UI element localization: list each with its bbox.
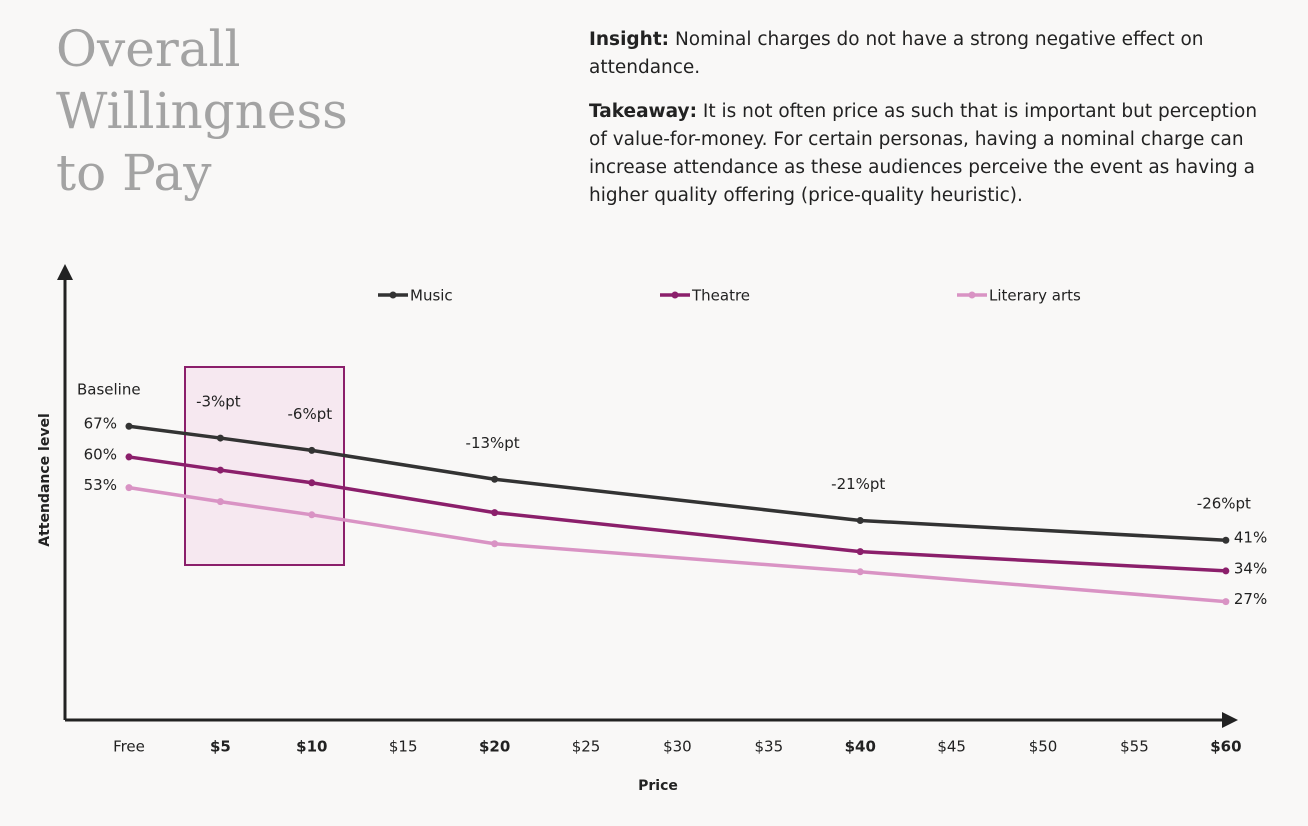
x-tick-label: $55 <box>1120 738 1149 756</box>
data-point <box>1222 598 1230 606</box>
data-point <box>308 479 316 487</box>
takeaway-label: Takeaway: <box>589 101 698 122</box>
insight-label: Insight: <box>589 29 670 50</box>
x-tick-label: $50 <box>1029 738 1058 756</box>
value-label: 53% <box>84 476 117 494</box>
legend-dot <box>671 291 679 299</box>
value-label: 60% <box>84 445 117 463</box>
series-line <box>128 455 1226 573</box>
data-point <box>216 498 224 506</box>
x-tick-label: $15 <box>389 738 418 756</box>
data-point <box>125 453 133 461</box>
x-tick-label: $45 <box>937 738 966 756</box>
data-point <box>1222 536 1230 544</box>
insight-text: Nominal charges do not have a strong neg… <box>589 29 1204 78</box>
x-tick-label: Free <box>113 738 145 756</box>
value-label: 34% <box>1234 559 1267 577</box>
data-point <box>1222 567 1230 575</box>
data-point <box>125 484 133 492</box>
data-point <box>308 446 316 454</box>
legend-label: Music <box>410 287 453 305</box>
x-tick-label: $35 <box>755 738 784 756</box>
x-tick-label: $20 <box>479 738 510 756</box>
data-point <box>856 548 864 556</box>
data-point <box>216 434 224 442</box>
data-point <box>125 422 133 430</box>
y-axis-arrow <box>57 264 73 280</box>
series-line <box>128 424 1226 542</box>
data-point <box>308 511 316 519</box>
data-point <box>491 509 499 517</box>
legend-label: Theatre <box>691 287 750 305</box>
value-label: 27% <box>1234 590 1267 608</box>
highlight-box <box>184 366 345 566</box>
takeaway-text: It is not often price as such that is im… <box>589 101 1258 206</box>
change-annotation: -3%pt <box>196 393 241 411</box>
y-axis-label: Attendance level <box>37 413 53 547</box>
x-tick-label: $10 <box>296 738 327 756</box>
value-label: 41% <box>1234 529 1267 547</box>
x-tick-label: $40 <box>845 738 876 756</box>
x-axis-label: Price <box>638 778 678 794</box>
change-annotation: -13%pt <box>466 434 520 452</box>
page-title: Overall Willingness to Pay <box>56 20 348 202</box>
data-point <box>216 466 224 474</box>
x-axis-arrow <box>1222 712 1238 728</box>
legend-dot <box>968 291 976 299</box>
x-tick-label: $25 <box>572 738 601 756</box>
data-point <box>856 568 864 576</box>
insight: Insight: Nominal charges do not have a s… <box>589 26 1269 82</box>
change-annotation: -26%pt <box>1197 495 1251 513</box>
series-line <box>128 485 1227 604</box>
data-point <box>491 540 499 548</box>
legend-dot <box>389 291 397 299</box>
x-tick-label: $5 <box>210 738 231 756</box>
x-tick-label: $60 <box>1210 738 1241 756</box>
takeaway: Takeaway: It is not often price as such … <box>589 98 1269 210</box>
data-point <box>856 517 864 524</box>
legend-label: Literary arts <box>989 287 1081 305</box>
change-annotation: Baseline <box>77 381 141 399</box>
change-annotation: -21%pt <box>831 475 885 493</box>
value-label: 67% <box>84 415 117 433</box>
data-point <box>491 475 499 483</box>
x-tick-label: $30 <box>663 738 692 756</box>
notes: Insight: Nominal charges do not have a s… <box>589 26 1269 226</box>
change-annotation: -6%pt <box>287 405 332 423</box>
